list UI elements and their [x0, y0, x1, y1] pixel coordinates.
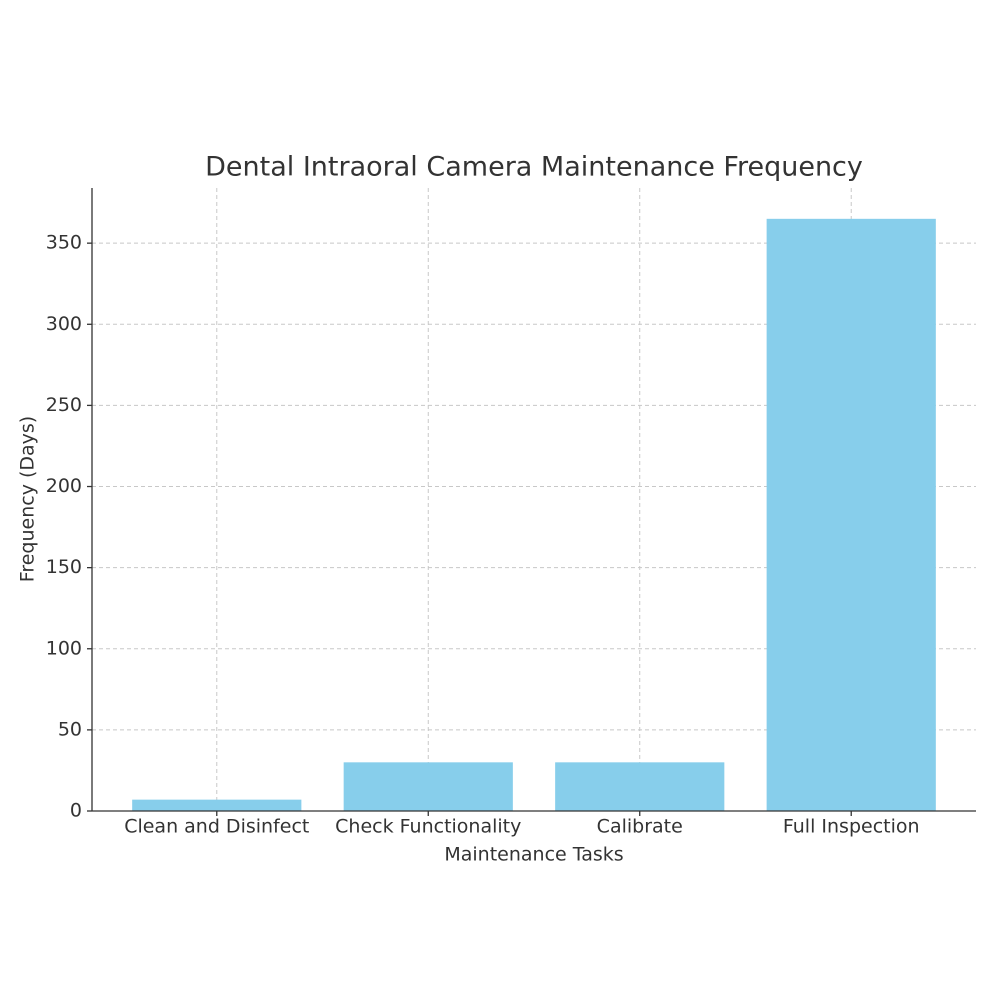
y-tick-label: 200	[46, 475, 82, 497]
bars	[132, 218, 936, 812]
bar	[555, 762, 725, 811]
x-tick-label: Full Inspection	[783, 816, 920, 838]
x-axis-label: Maintenance Tasks	[444, 844, 623, 866]
y-tick-label: 0	[70, 800, 82, 822]
y-axis-label: Frequency (Days)	[17, 416, 39, 582]
chart-title: Dental Intraoral Camera Maintenance Freq…	[205, 152, 863, 183]
y-tick-label: 300	[46, 313, 82, 335]
y-tick-label: 100	[46, 637, 82, 659]
y-tick-label: 250	[46, 394, 82, 416]
tick-labels: 0 50 100 150 200 250 300 350 Clean and Disinfect…	[46, 232, 920, 838]
y-tick-label: 50	[58, 718, 82, 740]
bar	[132, 799, 302, 811]
x-tick-label: Clean and Disinfect	[124, 816, 309, 838]
bar	[766, 218, 936, 812]
bar	[343, 762, 513, 811]
y-tick-label: 350	[46, 232, 82, 254]
y-tick-label: 150	[46, 556, 82, 578]
x-tick-label: Check Functionality	[335, 816, 521, 838]
x-tick-label: Calibrate	[597, 816, 683, 838]
